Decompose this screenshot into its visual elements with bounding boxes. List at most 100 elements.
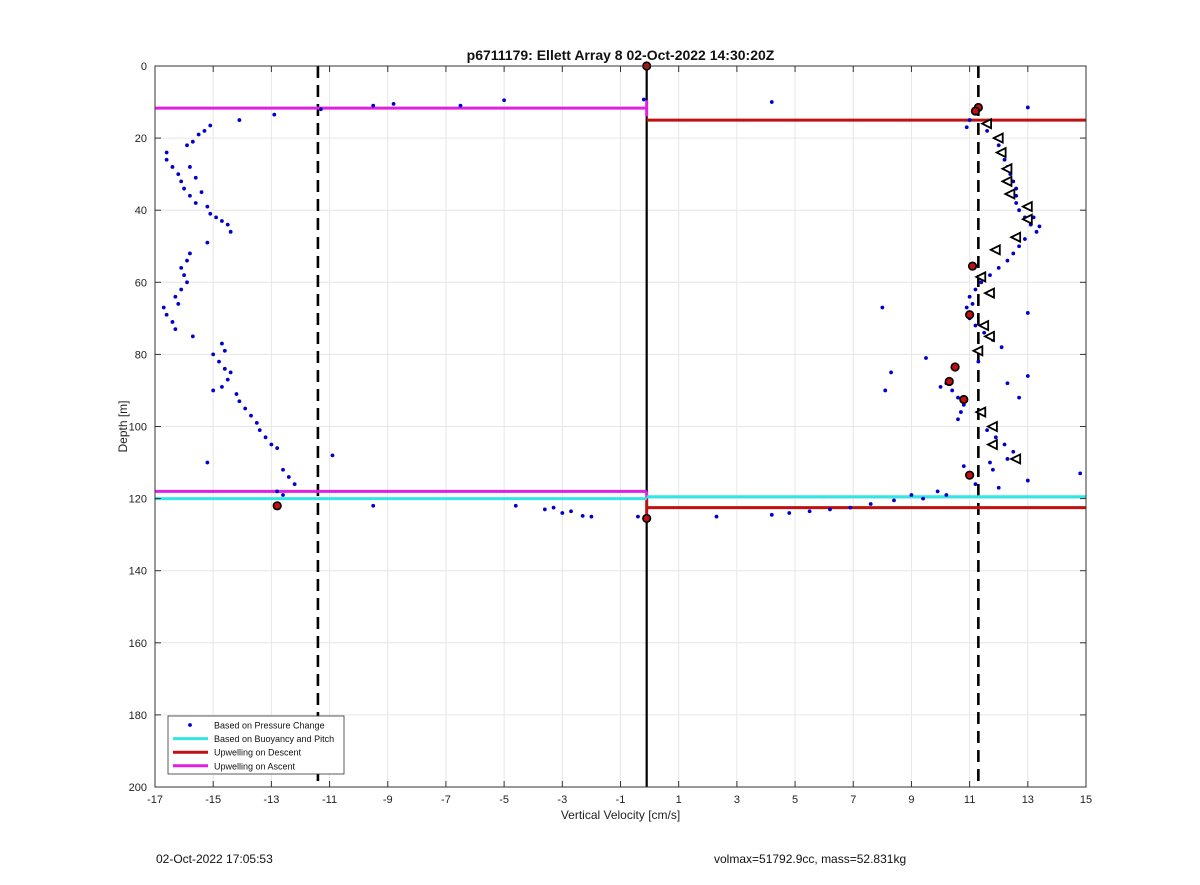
pressure-point bbox=[237, 399, 242, 404]
pressure-point bbox=[190, 334, 195, 339]
pressure-point bbox=[1034, 229, 1039, 234]
pressure-point bbox=[1017, 395, 1021, 400]
pressure-point bbox=[185, 143, 189, 148]
pressure-point bbox=[956, 395, 960, 400]
pressure-point bbox=[164, 312, 169, 317]
red-marker bbox=[967, 261, 978, 271]
pressure-point bbox=[883, 388, 888, 393]
pressure-point bbox=[272, 112, 277, 117]
y-tick-label: 80 bbox=[135, 349, 147, 361]
pressure-point bbox=[787, 511, 792, 515]
pressure-point bbox=[1025, 105, 1030, 110]
pressure-point bbox=[220, 384, 224, 389]
pressure-point bbox=[205, 240, 210, 245]
pressure-point bbox=[967, 294, 972, 299]
pressure-point bbox=[976, 359, 981, 364]
pressure-point bbox=[281, 467, 285, 472]
pressure-point bbox=[988, 273, 992, 277]
pressure-point bbox=[185, 258, 189, 263]
red-marker bbox=[965, 310, 975, 320]
pressure-point bbox=[807, 509, 812, 514]
pressure-point bbox=[234, 392, 239, 396]
pressure-point bbox=[176, 172, 181, 177]
x-tick-label: -1 bbox=[616, 794, 626, 806]
y-axis-label: Depth [m] bbox=[116, 400, 130, 452]
pressure-point bbox=[1025, 374, 1030, 378]
pressure-point bbox=[275, 446, 280, 451]
x-tick-label: -7 bbox=[441, 794, 451, 806]
pressure-point bbox=[714, 514, 719, 519]
pressure-point bbox=[938, 384, 943, 389]
pressure-point bbox=[179, 179, 184, 184]
pressure-point bbox=[269, 442, 274, 447]
pressure-point bbox=[275, 489, 280, 494]
pressure-point bbox=[292, 482, 297, 487]
pressure-point bbox=[551, 505, 556, 510]
x-tick-label: 5 bbox=[792, 794, 798, 806]
pressure-point bbox=[222, 348, 227, 353]
markers bbox=[272, 61, 1033, 524]
x-axis-label: Vertical Velocity [cm/s] bbox=[561, 808, 680, 822]
pressure-point bbox=[318, 107, 323, 112]
triangle-marker bbox=[1000, 175, 1013, 188]
y-tick-label: 0 bbox=[141, 61, 147, 73]
footer-stats: volmax=51792.9cc, mass=52.831kg bbox=[714, 852, 907, 866]
y-tick-label: 180 bbox=[129, 710, 147, 722]
pressure-point bbox=[161, 305, 166, 310]
pressure-point bbox=[1005, 258, 1010, 263]
series-lines bbox=[155, 66, 1086, 787]
pressure-point bbox=[1023, 237, 1027, 241]
pressure-point bbox=[961, 464, 966, 469]
pressure-point bbox=[391, 101, 396, 106]
x-tick-label: 11 bbox=[964, 794, 975, 806]
pressure-point bbox=[214, 215, 218, 220]
triangle-marker bbox=[1009, 231, 1022, 244]
pressure-points bbox=[161, 97, 1083, 519]
pressure-point bbox=[580, 514, 585, 518]
red-marker bbox=[965, 470, 975, 480]
pressure-point bbox=[193, 201, 198, 205]
pressure-point bbox=[1005, 457, 1010, 461]
triangle-marker bbox=[985, 438, 998, 451]
red-marker bbox=[272, 501, 282, 511]
y-tick-label: 160 bbox=[129, 638, 147, 650]
pressure-point bbox=[636, 514, 640, 519]
pressure-point bbox=[991, 467, 995, 472]
pressure-point bbox=[196, 132, 201, 137]
triangle-marker bbox=[1000, 162, 1013, 175]
pressure-point bbox=[982, 330, 987, 335]
pressure-point bbox=[371, 503, 376, 508]
legend-label: Based on Pressure Change bbox=[214, 721, 325, 731]
pressure-point bbox=[188, 251, 192, 256]
x-tick-label: -13 bbox=[263, 794, 279, 806]
pressure-point bbox=[228, 370, 233, 375]
triangle-marker bbox=[985, 420, 998, 433]
pressure-point bbox=[1005, 381, 1010, 386]
triangle-marker bbox=[1020, 213, 1033, 226]
pressure-point bbox=[868, 502, 873, 506]
pressure-point bbox=[1017, 244, 1021, 249]
pressure-point bbox=[964, 125, 969, 130]
pressure-point bbox=[542, 507, 547, 512]
pressure-point bbox=[1002, 442, 1007, 447]
y-tick-label: 100 bbox=[129, 422, 147, 434]
x-tick-label: 3 bbox=[734, 794, 740, 806]
pressure-point bbox=[173, 294, 178, 299]
pressure-point bbox=[1011, 449, 1016, 454]
pressure-point bbox=[944, 493, 949, 497]
triangle-marker bbox=[980, 117, 992, 130]
pressure-point bbox=[330, 453, 335, 458]
grid-lines bbox=[154, 65, 1087, 788]
red-marker bbox=[970, 106, 981, 116]
x-tick-label: 7 bbox=[850, 794, 856, 806]
pressure-point bbox=[956, 417, 960, 422]
chart-title: p6711179: Ellett Array 8 02-Oct-2022 14:… bbox=[467, 47, 775, 63]
pressure-point bbox=[225, 377, 230, 382]
triangle-marker bbox=[971, 344, 984, 357]
pressure-point bbox=[979, 280, 984, 285]
y-tick-label: 120 bbox=[129, 494, 147, 506]
pressure-point bbox=[996, 485, 1001, 490]
x-tick-label: -17 bbox=[147, 794, 163, 806]
pressure-point bbox=[950, 388, 955, 393]
